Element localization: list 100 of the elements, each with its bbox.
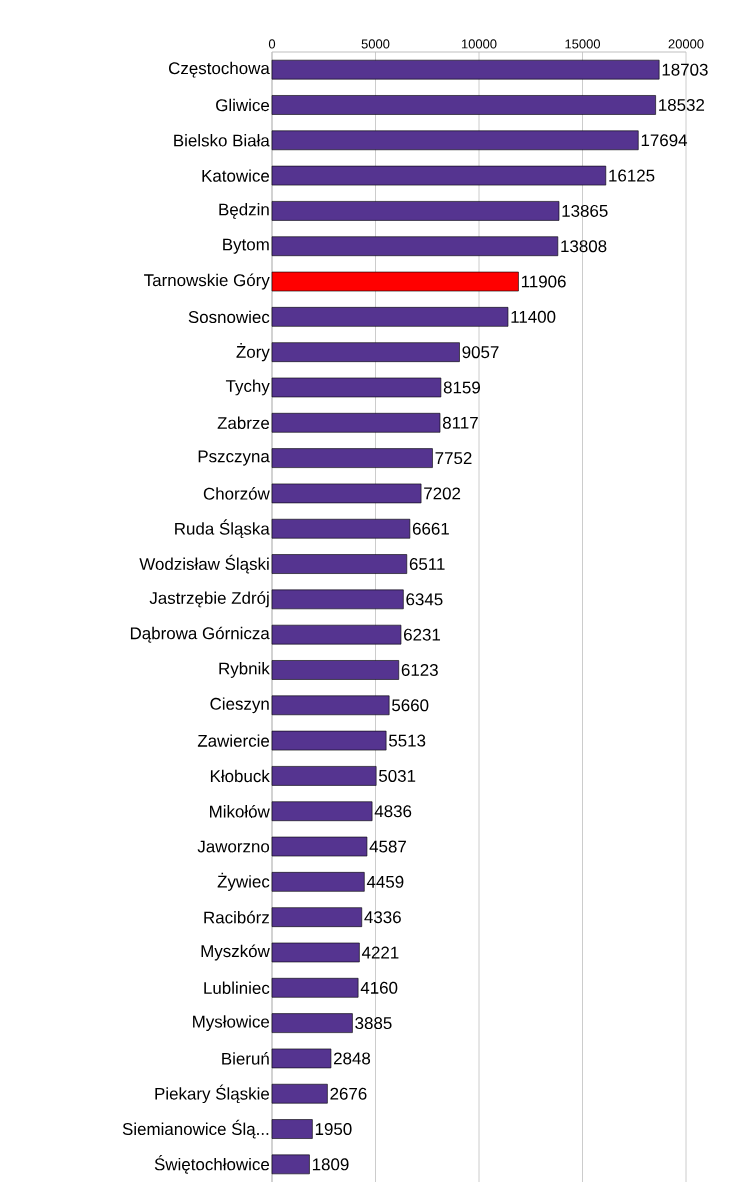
bar bbox=[271, 1119, 313, 1139]
data-label: 7202 bbox=[424, 487, 461, 500]
y-tick-label: Zabrze bbox=[217, 416, 270, 430]
y-tick-label: Żory bbox=[236, 343, 270, 362]
y-tick-label: Lubliniec bbox=[204, 981, 270, 995]
bar bbox=[271, 730, 387, 751]
y-tick-label: Ruda Śląska bbox=[175, 519, 270, 539]
x-tick-label: 5000 bbox=[361, 39, 390, 49]
x-tick-label: 20000 bbox=[668, 39, 704, 49]
bar bbox=[271, 377, 442, 398]
bar bbox=[271, 271, 519, 292]
y-tick-label: Bytom bbox=[223, 238, 269, 254]
bar bbox=[271, 624, 402, 645]
data-label: 6661 bbox=[412, 522, 449, 535]
x-tick-label: 0 bbox=[268, 39, 276, 49]
data-label: 8117 bbox=[442, 416, 478, 429]
data-label: 5031 bbox=[379, 769, 416, 782]
data-label: 18532 bbox=[659, 98, 705, 111]
y-tick-label: Wodzisław Śląski bbox=[139, 554, 269, 574]
bar bbox=[271, 1083, 328, 1104]
data-label: 1950 bbox=[315, 1123, 352, 1136]
bar bbox=[271, 95, 656, 115]
y-tick-label: Katowice bbox=[202, 169, 270, 182]
data-label: 8159 bbox=[443, 381, 480, 394]
bar bbox=[271, 165, 607, 186]
data-label: 4459 bbox=[366, 875, 404, 888]
y-tick-label: Będzin bbox=[219, 203, 269, 219]
y-tick-label: Cieszyn bbox=[210, 697, 269, 714]
y-tick-label: Chorzów bbox=[203, 487, 270, 500]
bar bbox=[271, 59, 660, 80]
data-label: 5660 bbox=[392, 699, 429, 712]
y-tick-label: Bieruń bbox=[222, 1052, 269, 1065]
data-label: 2848 bbox=[334, 1052, 371, 1065]
data-label: 11906 bbox=[521, 275, 566, 288]
y-tick-label: Piekary Śląskie bbox=[155, 1084, 270, 1104]
bar bbox=[271, 589, 404, 610]
data-label: 4221 bbox=[361, 946, 399, 959]
y-tick-label: Myszków bbox=[201, 944, 270, 961]
bar bbox=[271, 236, 559, 257]
bar bbox=[271, 1013, 353, 1033]
data-label: 18703 bbox=[662, 63, 708, 76]
data-label: 3885 bbox=[355, 1017, 392, 1030]
data-label: 9057 bbox=[462, 346, 499, 359]
y-tick-label: Rybnik bbox=[219, 662, 270, 678]
y-tick-label: Tychy bbox=[225, 379, 270, 396]
x-tick-label: 10000 bbox=[461, 39, 497, 49]
y-tick-label: Sosnowiec bbox=[188, 310, 270, 324]
bar bbox=[271, 342, 460, 362]
data-label: 5513 bbox=[388, 734, 426, 747]
bar bbox=[271, 907, 363, 927]
bar bbox=[271, 872, 365, 892]
bar bbox=[271, 977, 359, 998]
bar bbox=[271, 518, 411, 539]
data-label: 13865 bbox=[562, 204, 608, 217]
bar bbox=[271, 1048, 332, 1069]
y-tick-label: Zawiercie bbox=[197, 734, 270, 747]
data-label: 7752 bbox=[435, 452, 472, 465]
data-label: 6231 bbox=[404, 628, 441, 641]
bar bbox=[271, 660, 400, 680]
data-label: 6511 bbox=[409, 558, 445, 571]
data-label: 11400 bbox=[511, 310, 556, 323]
data-label: 17694 bbox=[641, 134, 688, 147]
bar bbox=[271, 483, 422, 504]
bar bbox=[271, 554, 408, 574]
bar bbox=[271, 448, 433, 468]
y-tick-label: Mikołów bbox=[210, 804, 270, 818]
y-tick-label: Tarnowskie Góry bbox=[144, 273, 270, 290]
y-tick-label: Mysłowice bbox=[193, 1015, 270, 1031]
data-label: 1809 bbox=[312, 1158, 349, 1171]
data-label: 16125 bbox=[609, 169, 655, 182]
bar bbox=[271, 1154, 310, 1175]
bar bbox=[271, 130, 639, 151]
y-tick-label: Bielsko Biała bbox=[174, 134, 270, 147]
bar bbox=[271, 307, 509, 327]
y-tick-label: Jaworzno bbox=[197, 840, 270, 853]
data-label: 6345 bbox=[406, 593, 443, 606]
data-label: 13808 bbox=[561, 240, 607, 253]
y-tick-label: Pszczyna bbox=[198, 450, 270, 466]
data-label: 4160 bbox=[360, 981, 398, 994]
bar bbox=[271, 201, 560, 221]
bar bbox=[271, 836, 368, 857]
y-tick-label: Racibórz bbox=[204, 910, 269, 924]
bar bbox=[271, 695, 390, 716]
y-tick-label: Żywiec bbox=[217, 872, 270, 891]
y-tick-label: Świętochłowice bbox=[154, 1155, 270, 1174]
bar bbox=[271, 801, 373, 822]
x-tick-label: 15000 bbox=[565, 39, 600, 49]
bar bbox=[271, 412, 441, 433]
data-label: 2676 bbox=[330, 1087, 367, 1100]
y-tick-label: Siemianowice Ślą... bbox=[122, 1119, 269, 1139]
bar bbox=[271, 942, 360, 963]
data-label: 4336 bbox=[364, 911, 401, 924]
y-tick-label: Jastrzębie Zdrój bbox=[149, 591, 269, 608]
data-label: 4587 bbox=[369, 840, 406, 853]
y-tick-label: Dąbrowa Górnicza bbox=[130, 626, 270, 643]
y-tick-label: Kłobuck bbox=[210, 769, 270, 783]
y-tick-label: Częstochowa bbox=[169, 61, 270, 78]
data-label: 4836 bbox=[374, 805, 412, 818]
bar bbox=[271, 766, 377, 786]
data-label: 6123 bbox=[401, 663, 438, 676]
